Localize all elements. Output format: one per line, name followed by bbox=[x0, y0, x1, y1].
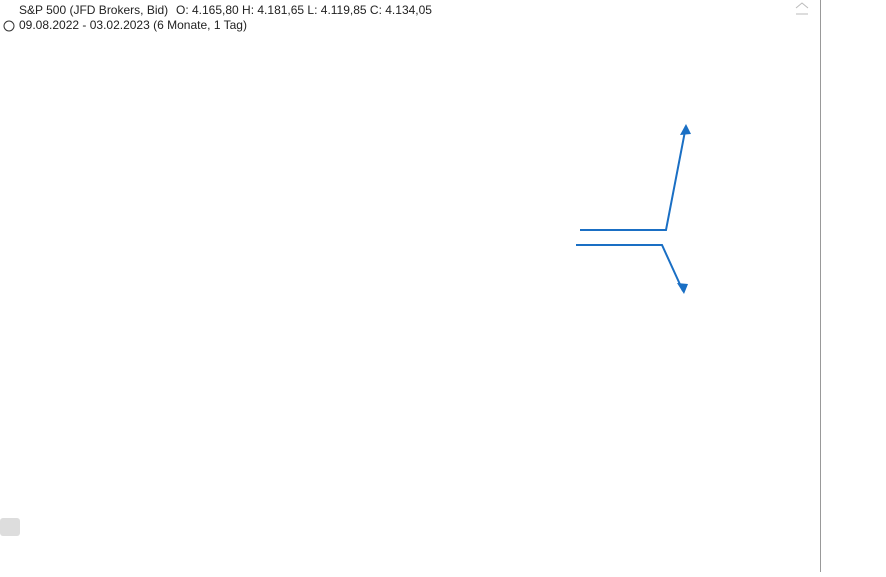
collapse-icon[interactable] bbox=[795, 2, 809, 15]
subtitle: 09.08.2022 - 03.02.2023 (6 Monate, 1 Tag… bbox=[19, 18, 247, 32]
chart-title: S&P 500 (JFD Brokers, Bid) bbox=[19, 3, 168, 17]
header-bg bbox=[0, 0, 300, 34]
tool-icon[interactable] bbox=[0, 518, 20, 536]
clock-icon bbox=[3, 20, 15, 32]
arrow-head bbox=[677, 283, 688, 294]
ohlc: O: 4.165,80 H: 4.181,65 L: 4.119,85 C: 4… bbox=[176, 3, 432, 17]
arrow-up bbox=[580, 125, 687, 231]
arrow-head bbox=[680, 124, 691, 135]
arrow-down bbox=[576, 244, 684, 292]
